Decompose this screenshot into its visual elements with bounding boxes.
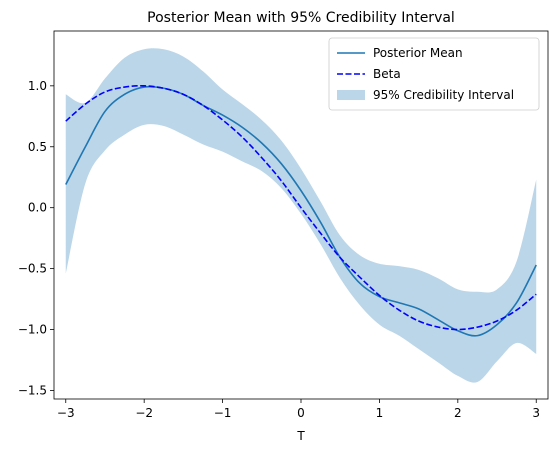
beta-line [65, 84, 537, 331]
x-tick-label: −2 [135, 406, 153, 420]
legend-box [328, 37, 540, 111]
posterior-mean-line [65, 85, 537, 337]
x-tick-label: 0 [297, 406, 305, 420]
y-axis: −1.5 −1.0 −0.5 0.0 0.5 1.0 [18, 79, 54, 397]
y-tick-label: 0.0 [28, 201, 47, 215]
y-tick-label: 1.0 [28, 79, 47, 93]
legend-label: Posterior Mean [373, 46, 463, 60]
legend-label: Beta [373, 67, 401, 81]
x-tick-label: −1 [214, 406, 232, 420]
y-tick-label: −0.5 [18, 262, 47, 276]
legend: Posterior Mean Beta 95% Credibility Interv… [328, 37, 540, 111]
x-tick-label: 2 [454, 406, 462, 420]
chart-title: Posterior Mean with 95% Credibility Inte… [147, 10, 455, 26]
legend-swatch [337, 90, 365, 100]
x-tick-label: −3 [57, 406, 75, 420]
x-axis: −3 −2 −1 0 1 2 3 [57, 399, 540, 420]
y-tick-label: 0.5 [28, 140, 47, 154]
legend-label: 95% Credibility Interval [373, 88, 514, 102]
x-tick-label: 1 [376, 406, 384, 420]
y-tick-label: −1.0 [18, 323, 47, 337]
x-axis-label: T [296, 429, 305, 443]
y-tick-label: −1.5 [18, 383, 47, 397]
credibility-band [65, 48, 537, 383]
x-tick-label: 3 [532, 406, 540, 420]
plot-area [53, 30, 549, 400]
